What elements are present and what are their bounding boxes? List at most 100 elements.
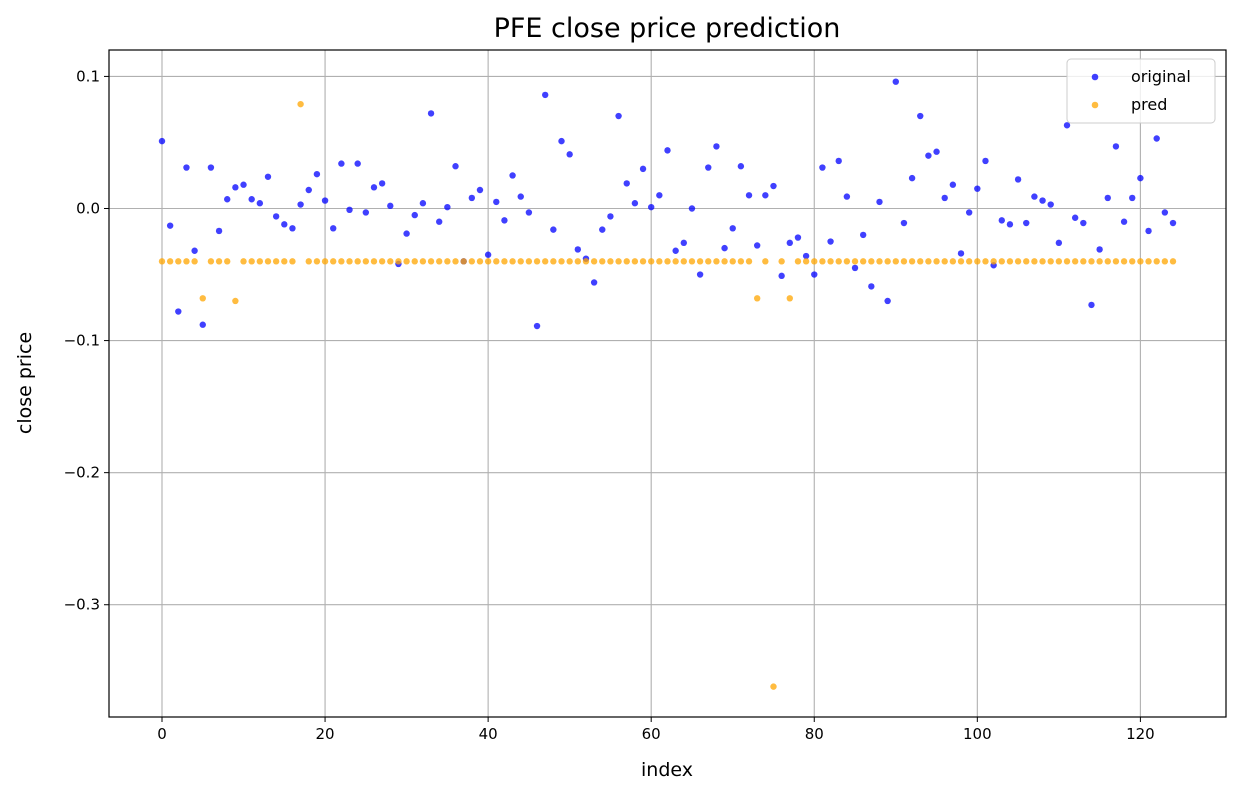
legend-label-original: original bbox=[1131, 67, 1191, 86]
pred-point bbox=[240, 258, 247, 265]
original-point bbox=[387, 202, 394, 210]
pred-point bbox=[1153, 258, 1160, 265]
pred-point bbox=[232, 297, 239, 305]
original-point bbox=[745, 192, 753, 199]
original-point bbox=[232, 184, 239, 191]
original-point bbox=[819, 164, 826, 171]
pred-point bbox=[1023, 258, 1030, 265]
pred-point bbox=[1014, 258, 1022, 265]
pred-point bbox=[631, 258, 639, 265]
series-original bbox=[158, 78, 1177, 330]
pred-point bbox=[1104, 258, 1111, 265]
pred-point bbox=[957, 258, 965, 265]
original-point bbox=[175, 308, 182, 315]
y-tick-label: 0.0 bbox=[76, 199, 100, 217]
pred-point bbox=[338, 258, 345, 265]
original-point bbox=[1023, 219, 1030, 227]
original-point bbox=[183, 164, 190, 171]
pred-point bbox=[436, 258, 443, 265]
series-pred bbox=[158, 100, 1177, 690]
pred-point bbox=[533, 258, 541, 265]
pred-point bbox=[688, 258, 696, 265]
pred-point bbox=[794, 258, 802, 265]
original-point bbox=[517, 193, 524, 200]
original-point bbox=[786, 239, 793, 247]
pred-point bbox=[1169, 258, 1177, 265]
original-point bbox=[248, 196, 255, 203]
x-tick-label: 120 bbox=[1126, 725, 1155, 743]
pred-point bbox=[452, 258, 459, 265]
legend-marker-pred bbox=[1091, 101, 1099, 109]
pred-point bbox=[917, 258, 924, 265]
pred-point bbox=[1129, 258, 1136, 265]
pred-point bbox=[493, 258, 500, 265]
pred-point bbox=[1112, 258, 1120, 265]
pred-point bbox=[1063, 258, 1071, 265]
original-point bbox=[1006, 221, 1014, 228]
pred-point bbox=[639, 258, 647, 265]
original-point bbox=[908, 174, 916, 182]
x-tick-label: 20 bbox=[316, 725, 335, 743]
pred-point bbox=[525, 258, 533, 265]
original-point bbox=[272, 213, 280, 220]
original-point bbox=[688, 205, 696, 212]
pred-point bbox=[892, 258, 899, 265]
pred-point bbox=[1006, 258, 1014, 265]
pred-point bbox=[387, 258, 394, 265]
original-point bbox=[468, 194, 476, 202]
original-point bbox=[297, 201, 304, 208]
pred-point bbox=[542, 258, 549, 265]
original-point bbox=[770, 182, 777, 190]
pred-point bbox=[484, 258, 492, 265]
pred-point bbox=[1145, 258, 1152, 265]
pred-point bbox=[224, 258, 231, 265]
original-point bbox=[615, 112, 622, 120]
pred-point bbox=[191, 258, 198, 265]
pred-point bbox=[411, 258, 418, 265]
original-point bbox=[1096, 246, 1103, 253]
original-point bbox=[574, 246, 582, 253]
y-tick-label: −0.2 bbox=[64, 464, 100, 482]
original-point bbox=[672, 247, 679, 254]
original-point bbox=[427, 110, 435, 117]
pred-point bbox=[378, 258, 386, 265]
original-point bbox=[1161, 209, 1169, 216]
original-point bbox=[509, 172, 516, 179]
pred-point bbox=[444, 258, 451, 265]
pred-point bbox=[908, 258, 916, 265]
original-point bbox=[501, 217, 508, 224]
original-point bbox=[941, 194, 948, 202]
original-point bbox=[1112, 143, 1120, 150]
pred-point bbox=[256, 258, 264, 265]
original-point bbox=[713, 143, 720, 150]
original-point bbox=[925, 152, 932, 159]
data-points bbox=[158, 78, 1177, 690]
original-point bbox=[289, 225, 296, 232]
pred-point bbox=[664, 258, 671, 265]
pred-point bbox=[859, 258, 867, 265]
pred-point bbox=[1055, 258, 1063, 265]
pred-point bbox=[933, 258, 940, 265]
original-point bbox=[1071, 214, 1079, 221]
pred-point bbox=[729, 258, 736, 265]
pred-point bbox=[362, 258, 370, 265]
original-point bbox=[1047, 201, 1054, 208]
pred-point bbox=[900, 258, 908, 265]
original-point bbox=[338, 160, 345, 167]
pred-point bbox=[607, 258, 614, 265]
original-point bbox=[998, 217, 1005, 224]
original-point bbox=[362, 209, 370, 216]
original-point bbox=[876, 198, 883, 206]
original-point bbox=[1145, 227, 1152, 235]
pred-point bbox=[672, 258, 679, 265]
x-tick-label: 0 bbox=[157, 725, 167, 743]
pred-point bbox=[705, 258, 712, 265]
original-point bbox=[827, 238, 834, 245]
pred-point bbox=[175, 258, 182, 265]
original-point bbox=[590, 279, 598, 286]
original-point bbox=[1169, 219, 1177, 227]
pred-point bbox=[868, 258, 875, 265]
original-point bbox=[753, 242, 761, 249]
pred-point bbox=[468, 258, 476, 265]
original-point bbox=[215, 227, 223, 235]
